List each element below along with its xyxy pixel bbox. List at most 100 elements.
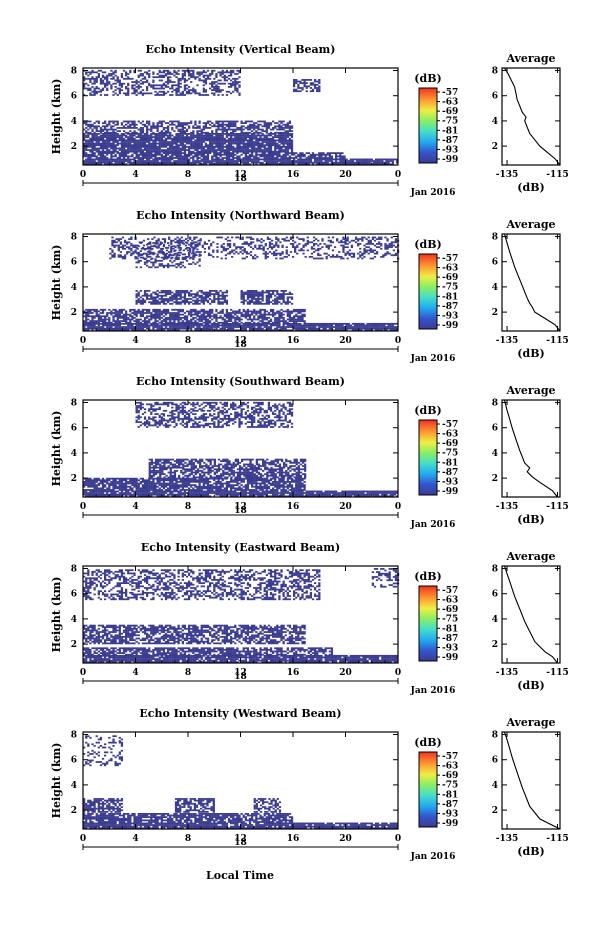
heatmap-cell bbox=[206, 315, 210, 318]
heatmap-cell bbox=[358, 324, 361, 327]
heatmap-cell bbox=[181, 137, 184, 140]
heatmap-cell bbox=[213, 133, 216, 135]
heatmap-cell bbox=[116, 327, 119, 330]
heatmap-cell bbox=[248, 131, 252, 134]
heatmap-cell bbox=[234, 320, 237, 322]
heatmap-cell bbox=[301, 316, 304, 319]
heatmap-cell bbox=[181, 147, 184, 150]
heatmap-cell bbox=[356, 329, 359, 332]
heatmap-cell bbox=[198, 160, 201, 162]
heatmap-cell bbox=[225, 123, 229, 126]
heatmap-cell bbox=[293, 320, 296, 322]
heatmap-cell bbox=[246, 302, 250, 305]
heatmap-cell bbox=[265, 294, 268, 297]
heatmap-cell bbox=[326, 322, 329, 325]
heatmap-cell bbox=[303, 155, 306, 158]
heatmap-cell bbox=[303, 324, 306, 327]
heatmap-cell bbox=[251, 322, 254, 325]
heatmap-cell bbox=[278, 133, 281, 135]
heatmap-cell bbox=[162, 308, 166, 311]
heatmap-cell bbox=[190, 137, 193, 140]
heatmap-cell bbox=[167, 134, 170, 137]
heatmap-cell bbox=[213, 145, 216, 148]
heatmap-cell bbox=[213, 82, 216, 85]
heatmap-cell bbox=[97, 149, 100, 151]
heatmap-cell bbox=[370, 160, 373, 162]
heatmap-cell bbox=[255, 149, 258, 151]
heatmap-cell bbox=[150, 153, 153, 156]
heatmap-cell bbox=[83, 149, 86, 151]
heatmap-cell bbox=[215, 320, 218, 322]
heatmap-cell bbox=[204, 315, 208, 318]
heatmap-cell bbox=[156, 92, 159, 95]
heatmap-cell bbox=[284, 152, 287, 154]
heatmap-cell bbox=[143, 293, 147, 295]
heatmap-cell bbox=[113, 239, 116, 242]
heatmap-cell bbox=[324, 324, 327, 327]
heatmap-cell bbox=[244, 153, 247, 156]
heatmap-cell bbox=[181, 128, 184, 131]
heatmap-cell bbox=[389, 327, 392, 330]
heatmap-cell bbox=[272, 155, 275, 158]
heatmap-cell bbox=[87, 141, 90, 143]
heatmap-cell bbox=[202, 150, 205, 153]
heatmap-cell bbox=[137, 128, 140, 131]
heatmap-cell bbox=[251, 137, 254, 140]
heatmap-cell bbox=[204, 294, 208, 297]
heatmap-cell bbox=[97, 87, 100, 90]
heatmap-cell bbox=[253, 293, 256, 295]
heatmap-cell bbox=[202, 329, 205, 332]
heatmap-cell bbox=[129, 321, 132, 324]
heatmap-cell bbox=[255, 291, 258, 294]
heatmap-cell bbox=[139, 137, 142, 140]
heatmap-cell bbox=[234, 86, 237, 88]
heatmap-cell bbox=[106, 312, 109, 314]
heatmap-cell bbox=[288, 163, 292, 166]
heatmap-cell bbox=[242, 298, 245, 300]
heatmap-cell bbox=[248, 149, 252, 151]
heatmap-cell bbox=[209, 324, 212, 327]
heatmap-cell bbox=[303, 79, 306, 81]
heatmap-cell bbox=[364, 163, 367, 166]
heatmap-cell bbox=[101, 155, 105, 158]
panel-1: Echo Intensity (Vertical Beam)0 4 8 12 16 20 0… bbox=[50, 43, 569, 198]
heatmap-cell bbox=[127, 77, 130, 80]
heatmap-cell bbox=[215, 73, 218, 75]
heatmap-cell bbox=[364, 161, 367, 164]
heatmap-cell bbox=[322, 326, 325, 328]
heatmap-cell bbox=[230, 123, 233, 126]
heatmap-cell bbox=[181, 142, 184, 145]
heatmap-cell bbox=[253, 298, 256, 300]
heatmap-cell bbox=[177, 329, 180, 332]
heatmap-cell bbox=[272, 291, 275, 294]
heatmap-cell bbox=[299, 157, 302, 159]
heatmap-cell bbox=[135, 155, 138, 158]
heatmap-cell bbox=[236, 89, 239, 92]
heatmap-cell bbox=[282, 141, 285, 143]
heatmap-cell bbox=[183, 290, 187, 292]
heatmap-cell bbox=[190, 315, 193, 318]
heatmap-cell bbox=[215, 293, 218, 295]
heatmap-cell bbox=[171, 73, 174, 75]
heatmap-cell bbox=[99, 142, 103, 145]
heatmap-cell bbox=[99, 94, 103, 96]
heatmap-cell bbox=[265, 160, 268, 162]
heatmap-cell bbox=[223, 298, 226, 300]
heatmap-cell bbox=[219, 155, 222, 158]
heatmap-cell bbox=[93, 163, 96, 166]
heatmap-cell bbox=[240, 141, 243, 143]
heatmap-cell bbox=[263, 136, 266, 139]
heatmap-cell bbox=[175, 313, 178, 316]
heatmap-cell bbox=[211, 299, 214, 302]
heatmap-cell bbox=[91, 86, 94, 88]
heatmap-cell bbox=[332, 161, 336, 164]
heatmap-cell bbox=[326, 158, 329, 161]
heatmap-cell bbox=[93, 92, 96, 95]
heatmap-cell bbox=[185, 130, 189, 133]
heatmap-cell bbox=[230, 320, 233, 322]
heatmap-cell bbox=[169, 136, 172, 139]
heatmap-cell bbox=[234, 316, 237, 319]
heatmap-cell bbox=[137, 74, 140, 77]
heatmap-cell bbox=[135, 79, 138, 82]
heatmap-cell bbox=[200, 291, 203, 294]
